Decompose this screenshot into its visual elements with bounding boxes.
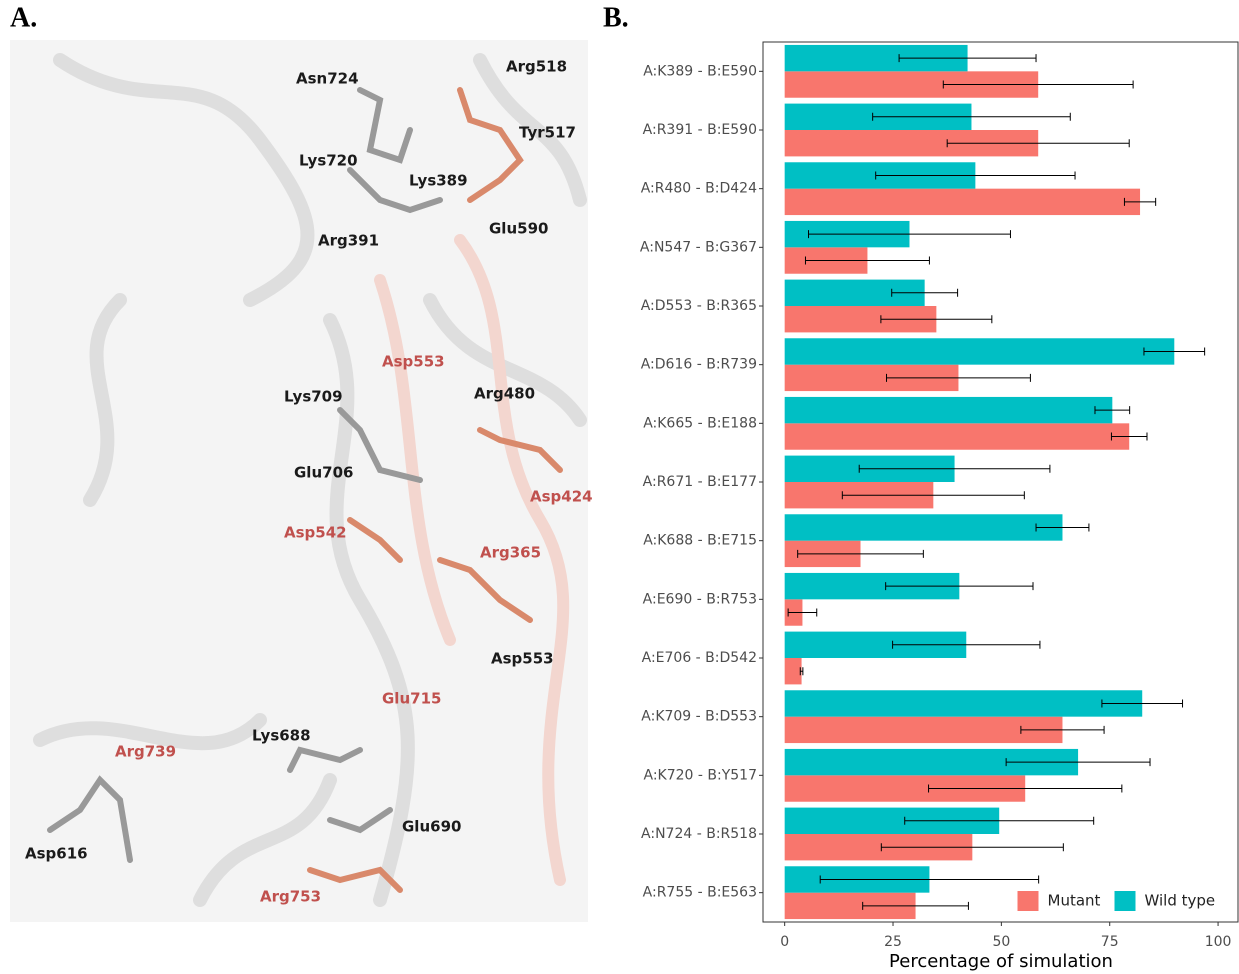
error-bar: [800, 667, 803, 675]
x-tick-label: 0: [780, 934, 789, 950]
residue-label: Arg518: [506, 58, 567, 76]
residue-label: Asp616: [25, 845, 88, 863]
legend-label: Mutant: [1048, 892, 1101, 910]
panel-label: B.: [603, 2, 629, 33]
x-tick-label: 100: [1205, 934, 1232, 950]
residue-label: Asp542: [284, 524, 347, 542]
figure: Asn724 Arg518 Lys720 Tyr517 Lys389 Arg391 Glu5…: [0, 0, 1239, 974]
x-tick-label: 75: [1101, 934, 1119, 950]
residue-label: Lys720: [299, 152, 358, 170]
y-tick-label: A:K688 - B:E715: [643, 533, 757, 549]
y-tick-label: A:N547 - B:G367: [640, 239, 757, 255]
y-tick-label: A:D616 - B:R739: [641, 357, 757, 373]
bar: [785, 189, 1140, 215]
y-tick-label: A:E706 - B:D542: [642, 650, 757, 666]
bar: [785, 338, 1175, 364]
legend-label: Wild type: [1145, 892, 1216, 910]
y-tick-label: A:K720 - B:Y517: [644, 767, 758, 783]
residue-label: Glu706: [294, 464, 353, 482]
y-tick-label: A:K665 - B:E188: [643, 415, 757, 431]
x-tick-label: 50: [992, 934, 1010, 950]
residue-label: Glu590: [489, 220, 548, 238]
residue-label: Tyr517: [519, 124, 576, 142]
residue-label: Asp553: [491, 650, 554, 668]
residue-label: Arg391: [318, 232, 379, 250]
bar: [785, 423, 1130, 449]
residue-label: Glu715: [382, 690, 441, 708]
y-tick-label: A:R755 - B:E563: [643, 885, 757, 901]
y-tick-label: A:K389 - B:E590: [643, 63, 757, 79]
x-tick-label: 25: [884, 934, 902, 950]
legend-swatch: [1115, 891, 1136, 911]
legend-swatch: [1018, 891, 1039, 911]
residue-label: Asp424: [530, 488, 593, 506]
bar: [785, 658, 802, 684]
y-tick-label: A:R480 - B:D424: [641, 181, 757, 197]
bar: [785, 397, 1113, 423]
x-axis-title: Percentage of simulation: [889, 951, 1113, 972]
residue-label: Lys389: [409, 172, 468, 190]
y-tick-label: A:N724 - B:R518: [641, 826, 757, 842]
residue-label: Arg739: [115, 743, 176, 761]
residue-label: Arg753: [260, 888, 321, 906]
residue-label: Glu690: [402, 818, 461, 836]
residue-label: Lys709: [284, 388, 343, 406]
residue-label: Asn724: [296, 70, 359, 88]
y-tick-label: A:D553 - B:R365: [641, 298, 757, 314]
residue-label: Asp553: [382, 353, 445, 371]
panel-label: A.: [10, 2, 37, 33]
bar: [785, 690, 1143, 716]
residue-label: Arg480: [474, 385, 535, 403]
residue-label: Arg365: [480, 544, 541, 562]
y-tick-label: A:R391 - B:E590: [643, 122, 757, 138]
residue-label: Lys688: [252, 727, 311, 745]
bar: [785, 514, 1063, 540]
y-tick-label: A:R671 - B:E177: [643, 474, 757, 490]
y-tick-label: A:E690 - B:R753: [643, 591, 757, 607]
y-tick-label: A:K709 - B:D553: [641, 709, 757, 725]
